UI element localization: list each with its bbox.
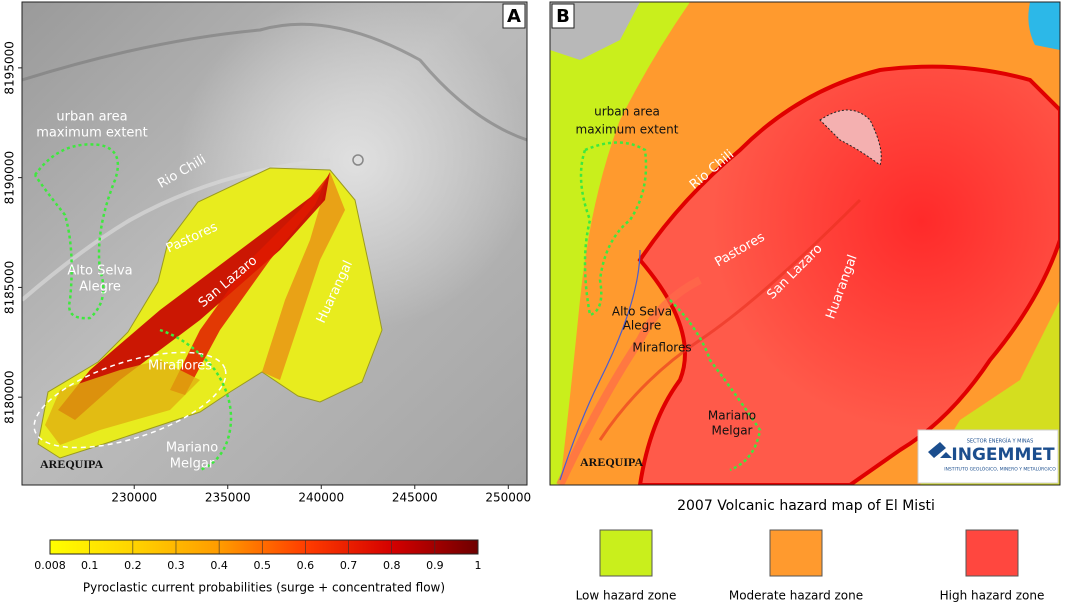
colorbar-tick-label: 0.9 xyxy=(426,559,444,572)
city-label: AREQUIPA xyxy=(580,455,643,469)
panel-a-letter-box xyxy=(502,3,526,29)
city-label: AREQUIPA xyxy=(40,457,103,471)
map-label: maximum extent xyxy=(36,126,148,141)
map-label: Alegre xyxy=(623,319,662,333)
legend-swatch xyxy=(599,529,653,577)
colorbar-label: Pyroclastic current probabilities (surge… xyxy=(83,581,445,595)
panel-b-title: 2007 Volcanic hazard map of El Misti xyxy=(677,498,935,514)
x-tick-label: 250000 xyxy=(485,491,531,505)
panel-b-map xyxy=(550,2,1060,485)
panel-b-letter: B xyxy=(556,6,570,27)
map-label: Alto Selva xyxy=(612,305,672,319)
colorbar-tick-label: 1 xyxy=(475,559,482,572)
legend-label: Moderate hazard zone xyxy=(729,589,863,603)
logo-text: INSTITUTO GEOLÓGICO, MINERO Y METALÚRGIC… xyxy=(944,466,1056,473)
panel-b-frame xyxy=(549,1,1061,486)
colorbar-tick-label: 0.3 xyxy=(167,559,185,572)
colorbar-tick-label: 0.7 xyxy=(340,559,358,572)
colorbar-tick-label: 0.5 xyxy=(254,559,272,572)
map-label: Melgar xyxy=(170,457,215,472)
y-tick-label: 8195000 xyxy=(3,41,17,94)
colorbar-tick-label: 0.2 xyxy=(124,559,142,572)
panel-a-frame xyxy=(21,1,528,486)
map-label: urban area xyxy=(56,110,127,125)
panel-a-map xyxy=(22,2,527,485)
logo-text: INGEMMET xyxy=(951,445,1055,465)
map-label: Alegre xyxy=(79,280,121,295)
map-label: Alto Selva xyxy=(67,264,132,279)
colorbar-tick-label: 0.008 xyxy=(34,559,66,572)
y-tick-label: 8185000 xyxy=(3,261,17,314)
logo-icon xyxy=(928,442,952,458)
legend-label: High hazard zone xyxy=(940,589,1045,603)
colorbar-tick-label: 0.6 xyxy=(297,559,315,572)
map-label: Mariano xyxy=(166,441,218,456)
panel-b-letter-box xyxy=(551,3,575,29)
colorbar xyxy=(49,539,479,555)
x-tick-label: 245000 xyxy=(392,491,438,505)
colorbar-tick-label: 0.1 xyxy=(81,559,99,572)
map-label: Miraflores xyxy=(632,341,691,355)
map-label: urban area xyxy=(594,105,660,119)
legend-label: Low hazard zone xyxy=(576,589,677,603)
x-tick-label: 230000 xyxy=(111,491,157,505)
map-label: Melgar xyxy=(712,424,753,438)
map-label: Mariano xyxy=(708,409,756,423)
x-tick-label: 235000 xyxy=(205,491,251,505)
colorbar-tick-label: 0.4 xyxy=(210,559,228,572)
map-label: Miraflores xyxy=(148,359,212,374)
y-tick-label: 8190000 xyxy=(3,151,17,204)
colorbar-tick-label: 0.8 xyxy=(383,559,401,572)
y-tick-label: 8180000 xyxy=(3,370,17,423)
ingemmet-logo: SECTOR ENERGÍA Y MINAS INGEMMET INSTITUT… xyxy=(917,429,1059,484)
logo-text: SECTOR ENERGÍA Y MINAS xyxy=(967,438,1034,445)
map-label: maximum extent xyxy=(576,123,679,137)
legend-swatch xyxy=(965,529,1019,577)
panel-a-letter: A xyxy=(507,6,521,27)
legend-swatch xyxy=(769,529,823,577)
x-tick-label: 240000 xyxy=(298,491,344,505)
